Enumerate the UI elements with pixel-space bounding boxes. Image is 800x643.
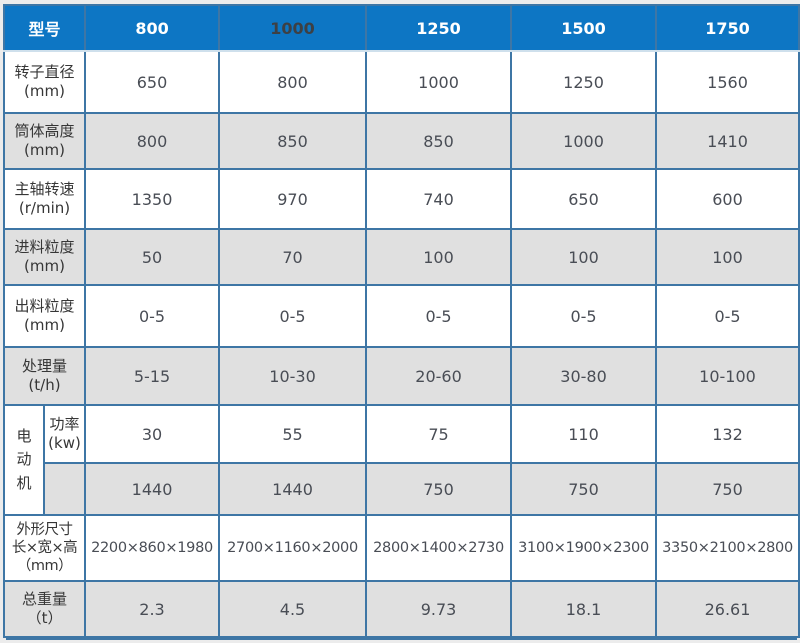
- value-cell: 2.3: [84, 580, 221, 638]
- value-cell: 1410: [655, 112, 800, 170]
- value-cell: 0-5: [365, 284, 513, 348]
- value-cell: 75: [365, 404, 513, 464]
- header-row: 型号 800 1000 1250 1500 1750: [2, 4, 800, 52]
- row-label-motor: 电动机: [3, 404, 45, 516]
- model-column-1750: 1750: [655, 4, 800, 52]
- motor-speed-row: 1440 1440 750 750 750: [4, 462, 800, 516]
- value-cell: 1350: [84, 168, 221, 230]
- feed-size-row: 进料粒度 (mm) 50 70 100 100 100: [2, 228, 800, 286]
- value-cell: 0-5: [510, 284, 658, 348]
- value-cell: 18.1: [510, 580, 658, 638]
- model-header-label: 型号: [2, 4, 87, 52]
- model-column-1500: 1500: [510, 4, 658, 52]
- row-unit: (mm): [24, 316, 65, 334]
- value-cell: 100: [510, 228, 658, 286]
- spindle-speed-row: 主轴转速 (r/min) 1350 970 740 650 600: [2, 168, 800, 230]
- row-unit: (mm): [24, 141, 65, 159]
- value-cell: 800: [84, 112, 221, 170]
- value-cell: 132: [655, 404, 800, 464]
- row-unit: (kw): [48, 434, 81, 452]
- value-cell: 850: [218, 112, 368, 170]
- value-cell: 1000: [365, 50, 513, 114]
- cylinder-height-row: 筒体高度 (mm) 800 850 850 1000 1410: [2, 112, 800, 170]
- dimensions-row: 外形尺寸 长×宽×高 （mm） 2200×860×1980 2700×1160×…: [2, 514, 800, 582]
- row-label-feed-size: 进料粒度 (mm): [2, 228, 87, 286]
- value-cell: 1250: [510, 50, 658, 114]
- value-cell: 3350×2100×2800: [655, 514, 800, 582]
- model-column-800: 800: [84, 4, 221, 52]
- value-cell: 9.73: [365, 580, 513, 638]
- value-cell: 5-15: [84, 346, 221, 406]
- value-cell: 30-80: [510, 346, 658, 406]
- value-cell: 50: [84, 228, 221, 286]
- row-label-discharge-size: 出料粒度 (mm): [2, 284, 87, 348]
- value-cell: 2200×860×1980: [84, 514, 221, 582]
- value-cell: 4.5: [218, 580, 368, 638]
- value-cell: 1000: [510, 112, 658, 170]
- value-cell: 20-60: [365, 346, 513, 406]
- value-cell: 10-100: [655, 346, 800, 406]
- value-cell: 1440: [84, 462, 221, 516]
- row-unit: (mm): [24, 257, 65, 275]
- value-cell: 750: [655, 462, 800, 516]
- discharge-size-row: 出料粒度 (mm) 0-5 0-5 0-5 0-5 0-5: [2, 284, 800, 348]
- value-cell: 3100×1900×2300: [510, 514, 658, 582]
- model-column-1000: 1000: [218, 4, 368, 52]
- value-cell: 100: [365, 228, 513, 286]
- value-cell: 1440: [218, 462, 368, 516]
- value-cell: 70: [218, 228, 368, 286]
- value-cell: 0-5: [218, 284, 368, 348]
- value-cell: 740: [365, 168, 513, 230]
- row-label-spindle-speed: 主轴转速 (r/min): [2, 168, 87, 230]
- total-weight-row: 总重量 （t） 2.3 4.5 9.73 18.1 26.61: [2, 580, 800, 638]
- value-cell: 2700×1160×2000: [218, 514, 368, 582]
- rotor-diameter-row: 转子直径 (mm) 650 800 1000 1250 1560: [2, 50, 800, 114]
- row-label-cylinder-height: 筒体高度 (mm): [2, 112, 87, 170]
- value-cell: 750: [365, 462, 513, 516]
- motor-power-row: 电动机 功率 (kw) 30 55 75 110 132: [3, 404, 800, 516]
- value-cell: 110: [510, 404, 658, 464]
- row-label-motor-power: 功率 (kw): [42, 404, 87, 464]
- value-cell: 650: [84, 50, 221, 114]
- row-label-motor-speed-empty: [42, 462, 87, 516]
- row-unit: (mm): [24, 82, 65, 100]
- value-cell: 750: [510, 462, 658, 516]
- row-label-total-weight: 总重量 （t）: [2, 580, 87, 638]
- value-cell: 26.61: [655, 580, 800, 638]
- spec-table: 型号 800 1000 1250 1500 1750 转子直径 (mm) 650…: [2, 4, 800, 638]
- row-label-capacity: 处理量 (t/h): [2, 346, 87, 406]
- value-cell: 10-30: [218, 346, 368, 406]
- value-cell: 970: [218, 168, 368, 230]
- value-cell: 55: [218, 404, 368, 464]
- value-cell: 0-5: [655, 284, 800, 348]
- capacity-row: 处理量 (t/h) 5-15 10-30 20-60 30-80 10-100: [2, 346, 800, 406]
- row-unit: (t/h): [28, 376, 61, 394]
- value-cell: 650: [510, 168, 658, 230]
- value-cell: 600: [655, 168, 800, 230]
- value-cell: 800: [218, 50, 368, 114]
- value-cell: 0-5: [84, 284, 221, 348]
- row-unit: (r/min): [18, 199, 71, 217]
- value-cell: 30: [84, 404, 221, 464]
- value-cell: 850: [365, 112, 513, 170]
- value-cell: 1560: [655, 50, 800, 114]
- model-column-1250: 1250: [365, 4, 513, 52]
- value-cell: 100: [655, 228, 800, 286]
- value-cell: 2800×1400×2730: [365, 514, 513, 582]
- row-label-dimensions: 外形尺寸 长×宽×高 （mm）: [2, 514, 87, 582]
- row-label-rotor-diameter: 转子直径 (mm): [2, 50, 87, 114]
